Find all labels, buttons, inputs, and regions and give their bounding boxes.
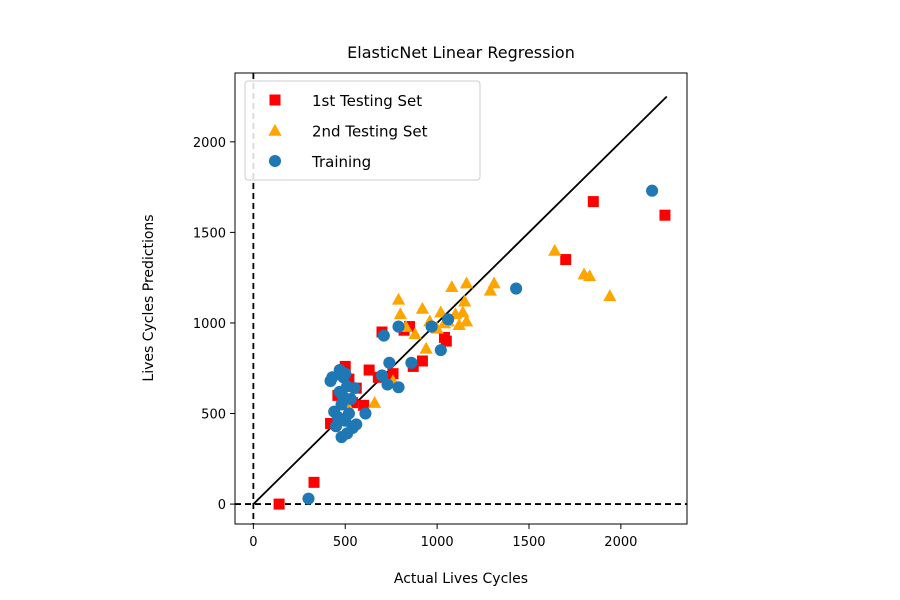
data-point [646, 184, 659, 197]
x-tick-label: 1000 [421, 535, 454, 550]
data-point [381, 378, 394, 391]
y-axis-label: Lives Cycles Predictions [141, 214, 157, 381]
plot-frame [234, 72, 688, 525]
data-point [419, 341, 433, 354]
x-axis-label: Actual Lives Cycles [394, 571, 528, 587]
data-point [442, 313, 455, 326]
data-point [434, 344, 447, 357]
data-point [415, 301, 430, 314]
legend-marker-triangle [268, 123, 282, 136]
data-point [404, 321, 416, 333]
x-tick-label: 1500 [512, 535, 545, 550]
identity-line [252, 95, 668, 505]
series-square [273, 196, 671, 510]
x-tick-label: 2000 [604, 535, 637, 550]
legend-marker-square [269, 94, 281, 106]
data-point [548, 243, 562, 256]
data-point [339, 360, 351, 372]
y-tick-label: 500 [201, 408, 226, 423]
data-point [392, 381, 405, 394]
legend-marker-circle [268, 154, 282, 168]
data-point [440, 335, 452, 347]
data-point [350, 418, 363, 431]
data-point [393, 307, 407, 320]
x-tick-label: 500 [333, 535, 358, 550]
data-point [459, 314, 474, 327]
data-point [348, 382, 361, 395]
data-point [405, 356, 418, 369]
data-point [344, 392, 357, 406]
data-point [387, 368, 399, 380]
series-circle [302, 184, 659, 505]
y-tick-label: 1500 [193, 226, 226, 241]
data-point [383, 356, 396, 369]
x-axis: 0 500 1000 1500 2000 [249, 524, 637, 550]
plot-area [234, 72, 688, 525]
data-point [445, 280, 459, 293]
legend-box [244, 80, 481, 181]
data-point [583, 269, 597, 282]
data-point [458, 294, 472, 307]
data-point [452, 318, 466, 331]
data-point [363, 364, 375, 376]
data-point [487, 276, 501, 289]
y-tick-label: 2000 [193, 136, 226, 151]
data-point [459, 276, 474, 289]
data-point [434, 305, 448, 318]
data-point [330, 420, 343, 433]
legend-label: 2nd Testing Set [312, 123, 428, 141]
data-point [308, 476, 320, 488]
data-point [359, 407, 372, 420]
data-point [392, 320, 405, 333]
legend-label: 1st Testing Set [312, 92, 422, 110]
data-point [302, 492, 315, 505]
data-point [659, 209, 671, 221]
data-point [368, 396, 382, 408]
data-point [603, 289, 617, 302]
x-tick-label: 0 [249, 535, 257, 550]
data-point [325, 417, 337, 429]
data-point [408, 327, 422, 340]
data-point [587, 196, 599, 208]
data-point [391, 292, 406, 305]
data-point [456, 305, 470, 318]
data-point [377, 329, 390, 342]
data-point [375, 369, 389, 382]
data-point [483, 283, 497, 296]
data-point [339, 367, 352, 380]
data-series [273, 184, 671, 510]
y-tick-label: 0 [218, 498, 226, 513]
data-point [273, 498, 285, 510]
legend: 1st Testing Set 2nd Testing Set Training [244, 80, 481, 181]
data-point [416, 355, 428, 367]
data-point [560, 254, 572, 266]
y-axis: 0 500 1000 1500 2000 [193, 136, 235, 513]
data-point [425, 320, 438, 333]
data-point [358, 399, 370, 411]
data-point [510, 282, 523, 295]
legend-label: Training [311, 153, 371, 171]
y-tick-label: 1000 [193, 317, 226, 332]
data-point [342, 407, 355, 420]
chart-title: ElasticNet Linear Regression [347, 43, 575, 62]
